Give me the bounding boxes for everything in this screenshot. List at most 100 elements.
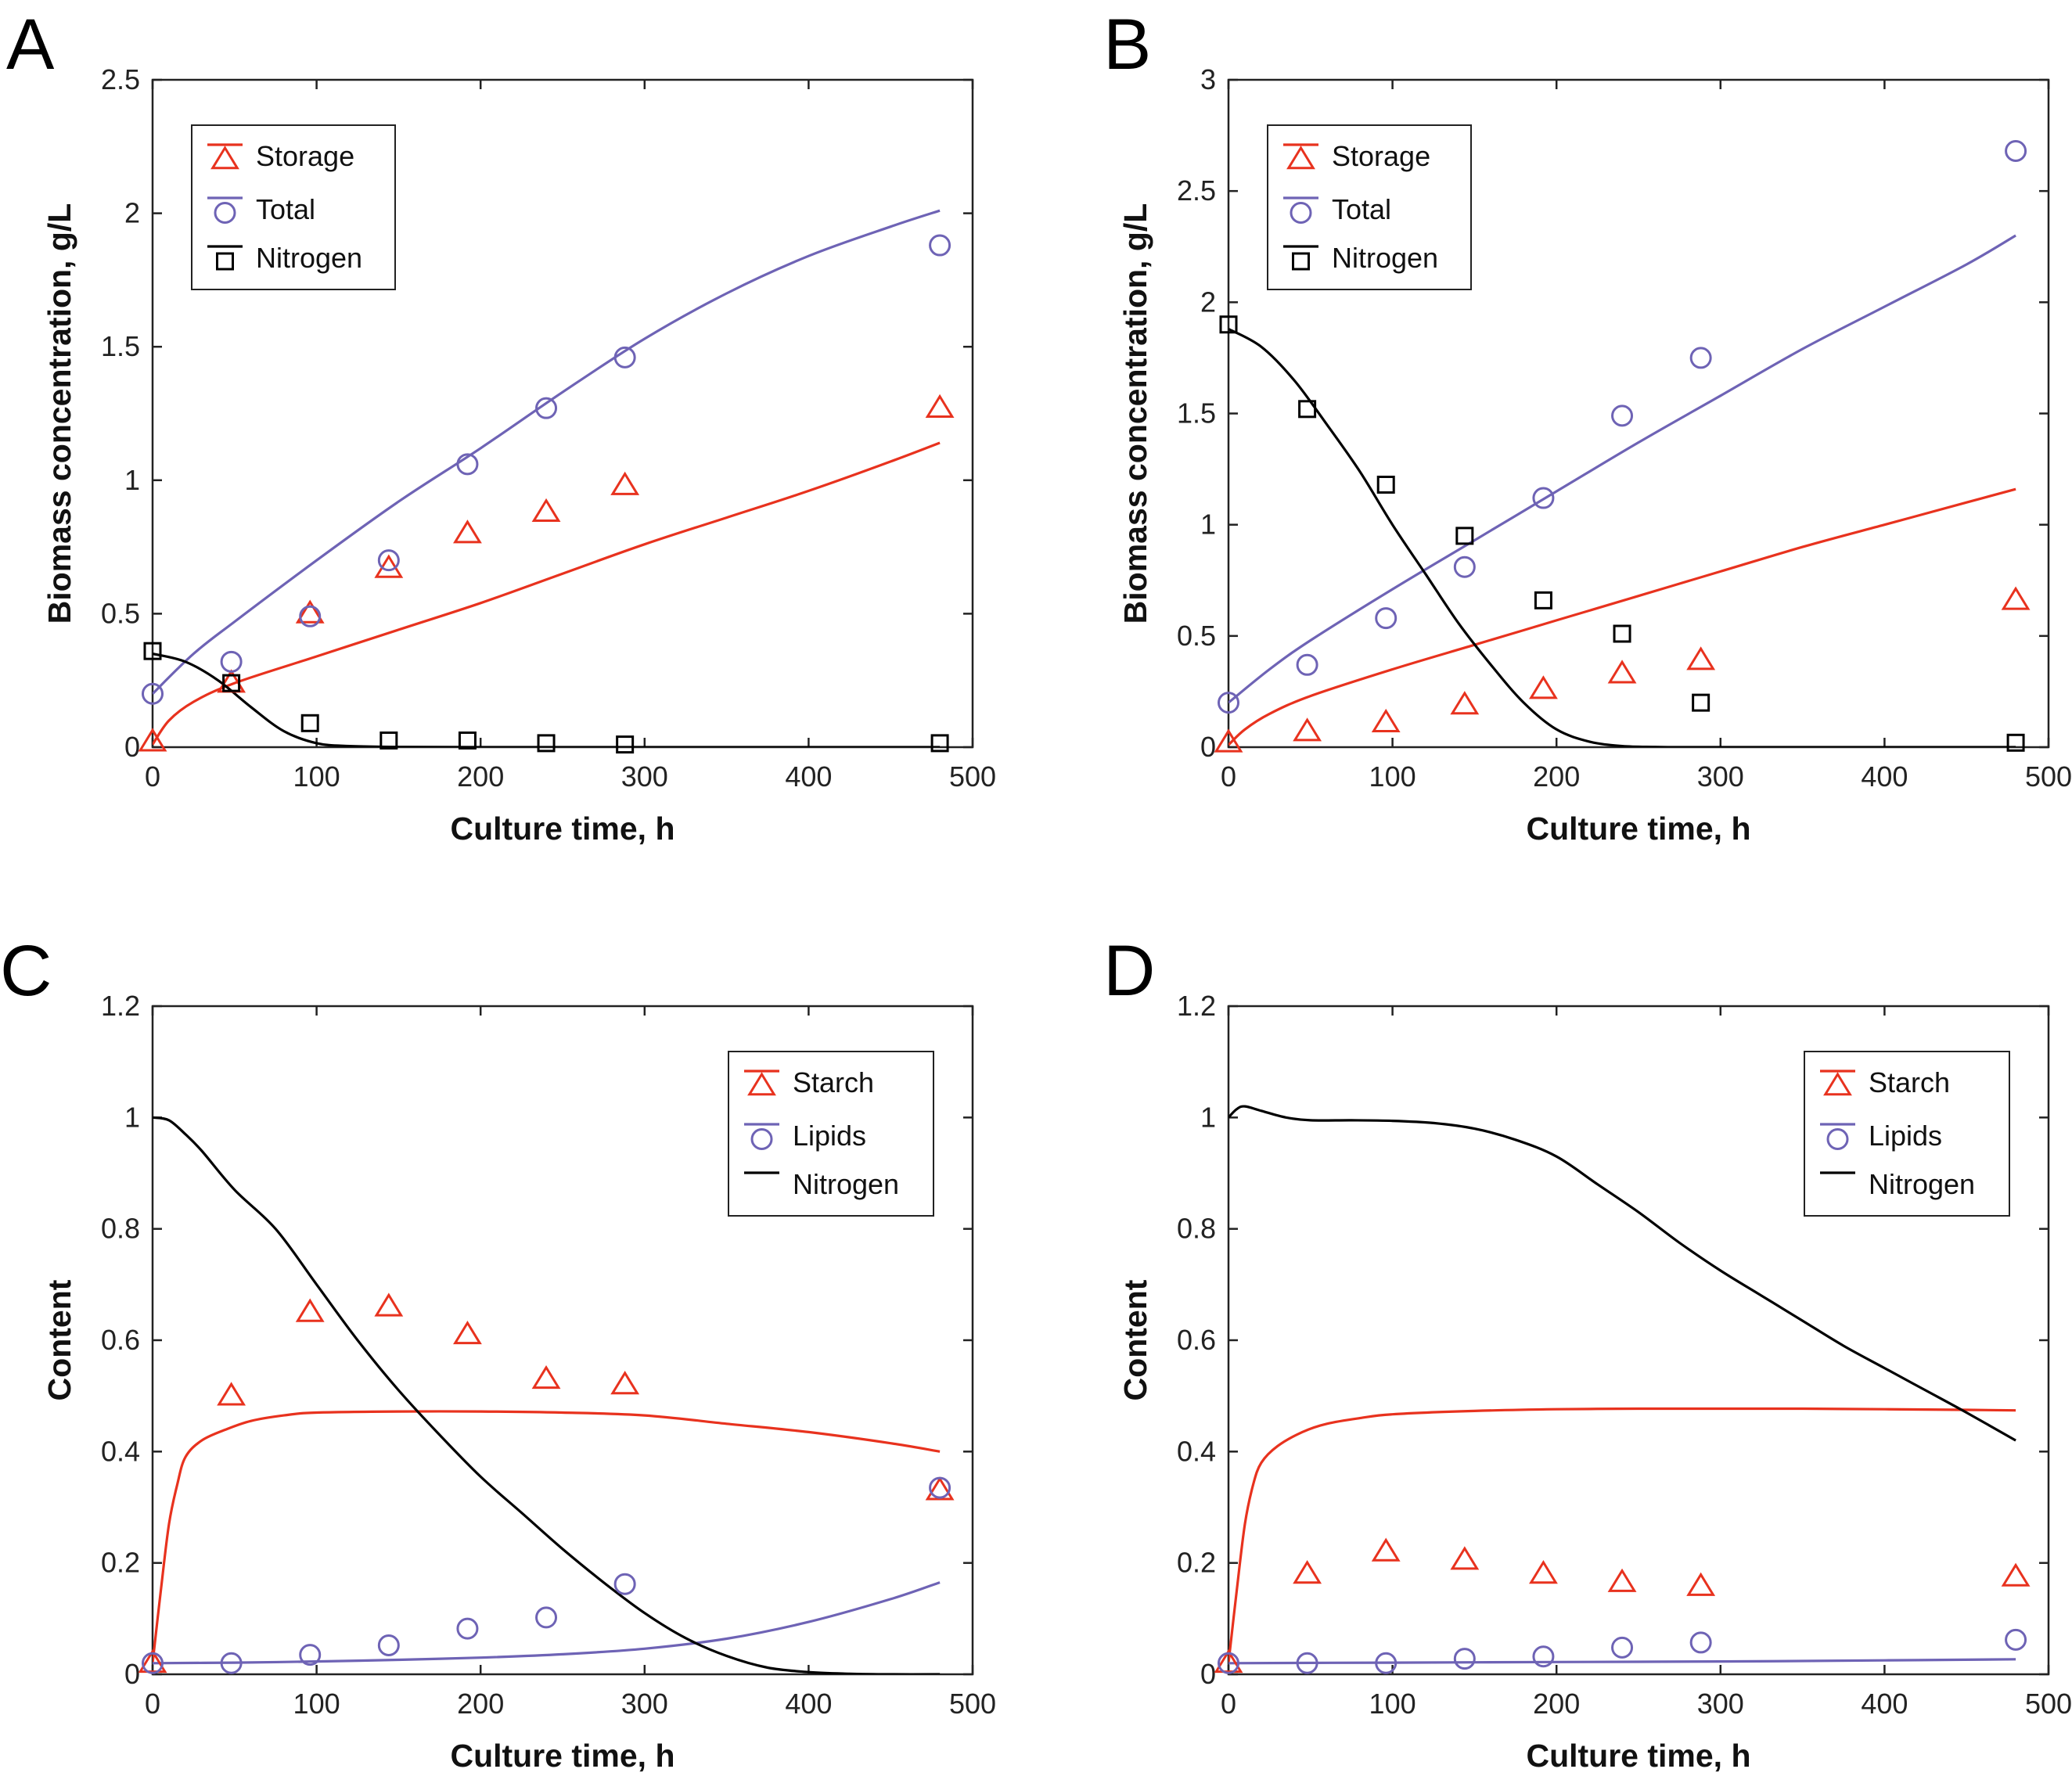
- data-point-storage: [1607, 660, 1637, 684]
- data-point-total: [1375, 607, 1398, 630]
- x-tick-label: 300: [621, 1688, 668, 1720]
- data-point-starch: [531, 1364, 561, 1390]
- series-line-nitrogen: [153, 1116, 941, 1674]
- x-tick-label: 0: [1221, 1688, 1236, 1720]
- data-point-lipids: [1689, 1631, 1712, 1654]
- series-line-starch: [153, 1410, 941, 1663]
- data-point-storage: [1686, 646, 1716, 670]
- legend-marker-lipids: [750, 1128, 773, 1150]
- data-point-lipids: [299, 1644, 322, 1666]
- y-tick-label: 0.6: [101, 1324, 140, 1356]
- data-point-lipids: [1218, 1652, 1239, 1674]
- y-tick-label: 2.5: [101, 63, 140, 95]
- data-point-nitrogen: [300, 714, 319, 732]
- data-point-storage: [1371, 708, 1401, 733]
- data-point-nitrogen: [1534, 591, 1552, 609]
- data-point-storage: [531, 498, 561, 523]
- x-tick-label: 200: [1533, 1688, 1580, 1720]
- data-point-total: [613, 346, 636, 369]
- x-tick-label: 0: [145, 1688, 160, 1720]
- data-point-total: [220, 650, 243, 673]
- data-point-total: [299, 605, 322, 627]
- y-tick-label: 0: [1200, 731, 1216, 763]
- legend-entry-nitrogen: Nitrogen: [1869, 1168, 1975, 1200]
- data-point-storage: [2001, 586, 2031, 610]
- data-point-starch: [1371, 1537, 1401, 1562]
- y-axis-label: Biomass concentration, g/L: [1117, 203, 1153, 624]
- y-tick-label: 1.5: [1177, 397, 1216, 430]
- y-tick-label: 0.2: [1177, 1547, 1216, 1579]
- data-point-lipids: [1532, 1645, 1555, 1668]
- x-tick-label: 100: [1369, 1688, 1416, 1720]
- panel-label: D: [1103, 931, 1155, 1011]
- data-point-nitrogen: [222, 674, 241, 692]
- data-point-lipids: [1611, 1636, 1634, 1659]
- legend-marker-nitrogen: [216, 252, 234, 271]
- series-line-storage: [153, 441, 941, 746]
- data-point-starch: [2001, 1562, 2031, 1587]
- data-point-total: [1218, 692, 1239, 714]
- legend-entry-storage: Storage: [256, 140, 354, 172]
- legend-entry-nitrogen: Nitrogen: [1332, 242, 1438, 274]
- y-tick-label: 1: [1200, 1101, 1216, 1133]
- legend: Starch Lipids Nitrogen: [728, 1051, 934, 1217]
- data-point-nitrogen: [1219, 315, 1238, 334]
- data-point-nitrogen: [1613, 624, 1631, 643]
- legend-entry-nitrogen: Nitrogen: [256, 242, 362, 274]
- chart-panel-a: A 0 100 200 300 400 500 0 0.5 1 1.5 2 2.5 Culture tim…: [6, 5, 996, 847]
- data-point-starch: [1293, 1560, 1322, 1584]
- series-line-total: [153, 209, 941, 695]
- data-point-nitrogen: [1455, 527, 1474, 545]
- legend-box: [1267, 124, 1472, 290]
- data-point-starch: [374, 1292, 404, 1317]
- data-point-storage: [138, 728, 167, 752]
- panel-label: C: [0, 931, 52, 1011]
- series-line-nitrogen: [1228, 328, 2016, 747]
- x-tick-label: 400: [785, 1688, 832, 1720]
- legend-entry-nitrogen: Nitrogen: [793, 1168, 899, 1200]
- y-tick-label: 0.8: [1177, 1213, 1216, 1245]
- y-axis-label: Content: [41, 1279, 77, 1400]
- x-tick-label: 500: [2025, 760, 2072, 793]
- x-tick-label: 500: [2025, 1688, 2072, 1720]
- panel-label: B: [1103, 5, 1151, 84]
- y-tick-label: 0.6: [1177, 1324, 1216, 1356]
- legend-entry-total: Total: [1332, 193, 1391, 225]
- legend-box: [1804, 1051, 2010, 1217]
- y-tick-label: 1.5: [101, 330, 140, 362]
- data-point-total: [142, 682, 164, 705]
- data-point-nitrogen: [1692, 693, 1710, 712]
- chart-panel-b: B 0 100 200 300 400 500 0 0.5 1 1.5 2 2.5 3 Culture ti…: [1103, 5, 2072, 847]
- legend-marker-storage: [210, 146, 239, 170]
- series-line-total: [1228, 234, 2016, 704]
- data-point-lipids: [1453, 1648, 1476, 1670]
- data-point-storage: [295, 599, 325, 624]
- data-point-nitrogen: [1298, 400, 1317, 419]
- chart-panel-d: D 0 100 200 300 400 500 0 0.2 0.4 0.6 0.8 1 1.2 Cultur…: [1103, 931, 2072, 1774]
- y-tick-label: 0.5: [101, 597, 140, 629]
- y-axis-label: Content: [1117, 1279, 1153, 1400]
- x-tick-label: 0: [145, 760, 160, 793]
- data-point-starch: [925, 1476, 955, 1501]
- data-point-nitrogen: [143, 642, 162, 660]
- x-tick-label: 400: [1861, 1688, 1908, 1720]
- x-tick-label: 500: [949, 1688, 996, 1720]
- y-tick-label: 0: [124, 731, 140, 763]
- data-point-total: [1532, 487, 1555, 509]
- data-point-starch: [295, 1298, 325, 1322]
- chart-panel-c: C 0 100 200 300 400 500 0 0.2 0.4 0.6 0.8 1 1.2 Cultur…: [0, 931, 996, 1774]
- data-point-total: [1689, 347, 1712, 369]
- x-axis-label: Culture time, h: [450, 1738, 674, 1774]
- legend-marker-starch: [747, 1072, 776, 1096]
- y-tick-label: 0.2: [101, 1547, 140, 1579]
- legend-entry-starch: Starch: [1869, 1066, 1950, 1098]
- legend-entry-total: Total: [256, 193, 315, 225]
- data-point-storage: [925, 394, 955, 418]
- x-axis-label: Culture time, h: [450, 811, 674, 847]
- x-axis-label: Culture time, h: [1526, 1738, 1750, 1774]
- y-tick-label: 0.8: [101, 1213, 140, 1245]
- x-tick-label: 300: [621, 760, 668, 793]
- data-point-storage: [1529, 675, 1558, 699]
- series-line-nitrogen: [153, 653, 941, 747]
